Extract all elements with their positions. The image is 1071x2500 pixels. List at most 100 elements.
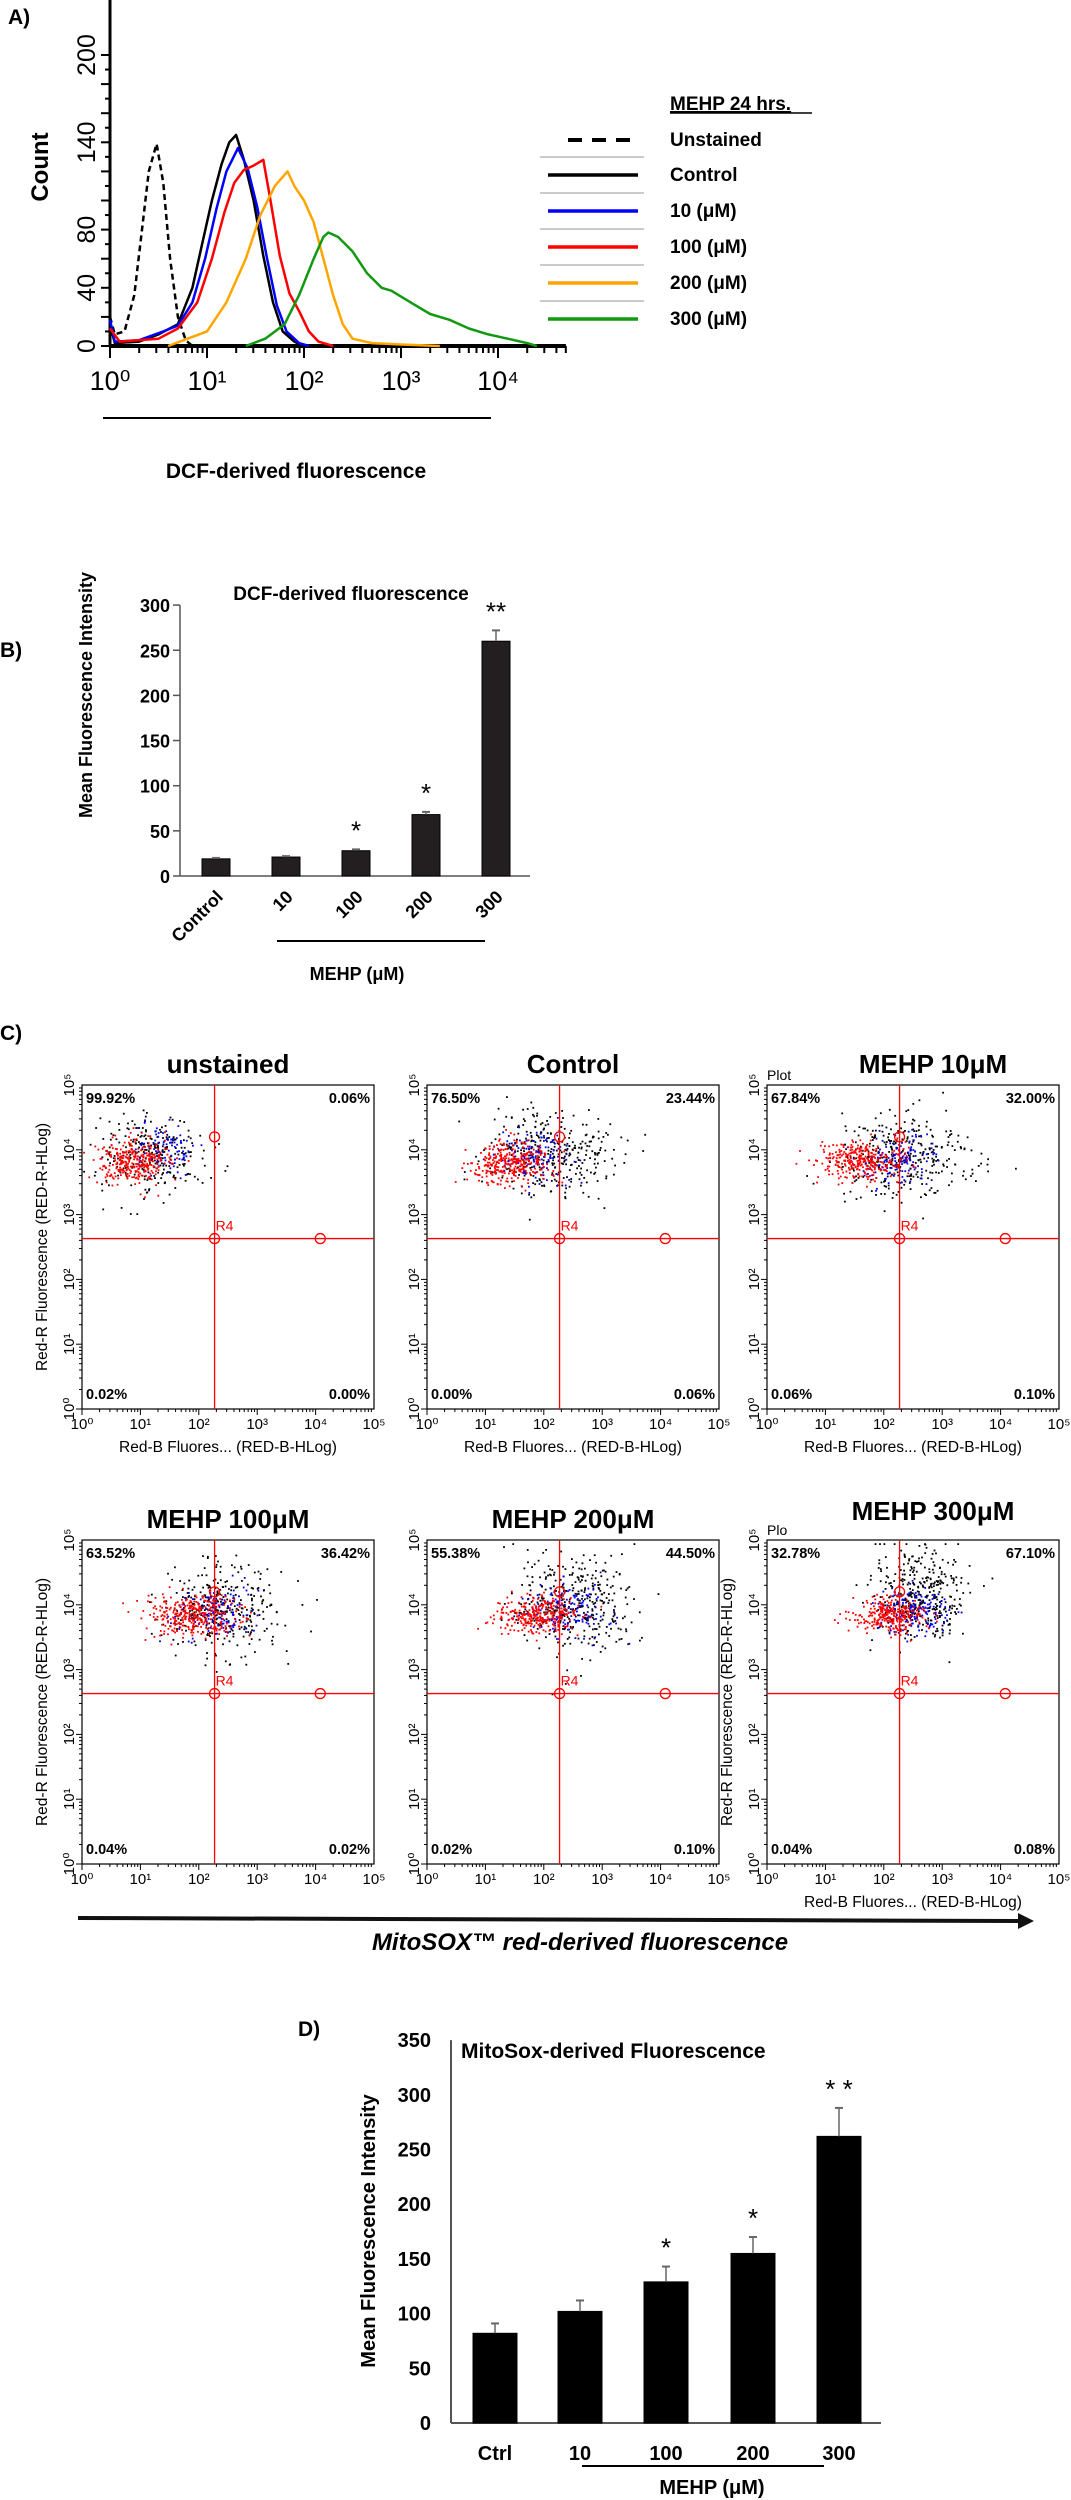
event-dot — [604, 1149, 607, 1152]
event-dot — [554, 1630, 557, 1632]
event-dot — [549, 1157, 552, 1159]
event-dot — [855, 1198, 858, 1200]
event-dot — [124, 1172, 127, 1174]
event-dot — [544, 1613, 547, 1616]
event-dot — [551, 1601, 554, 1604]
event-dot — [918, 1557, 920, 1560]
event-dot — [565, 1149, 568, 1152]
event-dot — [214, 1609, 217, 1611]
event-dot — [538, 1156, 540, 1159]
event-dot — [226, 1635, 228, 1637]
event-dot — [944, 1601, 947, 1604]
event-dot — [214, 1627, 217, 1630]
gate-handle[interactable] — [659, 1687, 671, 1700]
event-dot — [947, 1624, 950, 1626]
event-dot — [242, 1635, 245, 1638]
event-dot — [900, 1186, 903, 1189]
event-dot — [887, 1621, 890, 1624]
event-dot — [867, 1150, 870, 1153]
event-dot — [558, 1620, 560, 1622]
event-dot — [522, 1118, 525, 1121]
event-dot — [912, 1582, 914, 1584]
gate-handle[interactable] — [208, 1586, 221, 1598]
gate-handle[interactable] — [553, 1586, 566, 1598]
event-dot — [922, 1151, 925, 1153]
gate-handle[interactable] — [553, 1687, 566, 1700]
event-dot — [845, 1170, 848, 1173]
event-dot — [211, 1602, 213, 1605]
gate-handle[interactable] — [999, 1232, 1011, 1245]
event-dot — [205, 1623, 208, 1626]
event-dot — [598, 1625, 601, 1628]
gate-handle[interactable] — [208, 1131, 221, 1143]
plot-frame — [81, 1084, 375, 1410]
event-dot — [885, 1146, 888, 1148]
event-dot — [912, 1165, 915, 1168]
event-dot — [878, 1151, 880, 1154]
event-dot — [875, 1148, 878, 1150]
gate-handle[interactable] — [314, 1232, 326, 1245]
x-tick-label: 10⁴ — [989, 1416, 1012, 1433]
event-dot — [563, 1628, 566, 1631]
event-dot — [215, 1566, 218, 1568]
event-dot — [816, 1181, 818, 1184]
event-dot — [832, 1144, 835, 1146]
event-dot — [910, 1146, 913, 1149]
event-dot — [211, 1618, 214, 1621]
gate-handle[interactable] — [893, 1232, 906, 1245]
event-dot — [532, 1153, 535, 1155]
event-dot — [560, 1599, 563, 1602]
event-dot — [853, 1176, 855, 1179]
event-dot — [172, 1162, 174, 1165]
gate-handle[interactable] — [314, 1687, 326, 1700]
event-dot — [546, 1140, 548, 1143]
legend-title: MEHP 24 hrs. — [670, 94, 791, 115]
event-dot — [137, 1174, 140, 1177]
event-dot — [580, 1675, 582, 1677]
event-dot — [231, 1629, 234, 1632]
event-dot — [535, 1150, 538, 1152]
event-dot — [557, 1624, 560, 1626]
panel-a-label: A) — [8, 6, 30, 29]
event-dot — [595, 1561, 597, 1564]
event-dot — [524, 1613, 527, 1616]
event-dot — [169, 1618, 172, 1621]
gate-handle[interactable] — [553, 1131, 566, 1143]
event-dot — [233, 1605, 236, 1608]
event-dot — [538, 1166, 541, 1169]
event-dot — [568, 1605, 570, 1608]
event-dot — [569, 1132, 571, 1135]
event-dot — [514, 1158, 517, 1160]
y-tick-label: 0 — [160, 867, 170, 887]
event-dot — [923, 1581, 926, 1583]
gate-handle[interactable] — [208, 1687, 221, 1700]
gate-handle[interactable] — [208, 1232, 221, 1245]
event-dot — [497, 1166, 500, 1169]
event-dot — [545, 1607, 548, 1610]
event-dot — [855, 1148, 858, 1151]
gate-handle[interactable] — [893, 1131, 906, 1143]
event-dot — [901, 1604, 904, 1607]
gate-handle[interactable] — [553, 1232, 566, 1245]
event-dot — [594, 1606, 597, 1609]
event-dot — [918, 1099, 921, 1102]
event-dot — [239, 1603, 241, 1606]
event-dot — [94, 1171, 97, 1173]
event-dot — [935, 1155, 937, 1158]
event-dot — [125, 1161, 128, 1164]
event-dot — [561, 1140, 564, 1143]
event-dot — [135, 1170, 138, 1173]
y-tick-label: 10³ — [406, 1204, 423, 1226]
event-dot — [901, 1138, 904, 1141]
event-dot — [839, 1175, 842, 1178]
event-dot — [901, 1573, 904, 1576]
event-dot — [534, 1143, 537, 1146]
event-dot — [229, 1609, 231, 1612]
event-dot — [812, 1182, 815, 1185]
event-dot — [890, 1145, 893, 1148]
event-dot — [196, 1619, 199, 1621]
event-dot — [845, 1129, 848, 1132]
event-dot — [478, 1174, 481, 1176]
gate-handle[interactable] — [659, 1232, 671, 1245]
event-dot — [856, 1160, 859, 1162]
